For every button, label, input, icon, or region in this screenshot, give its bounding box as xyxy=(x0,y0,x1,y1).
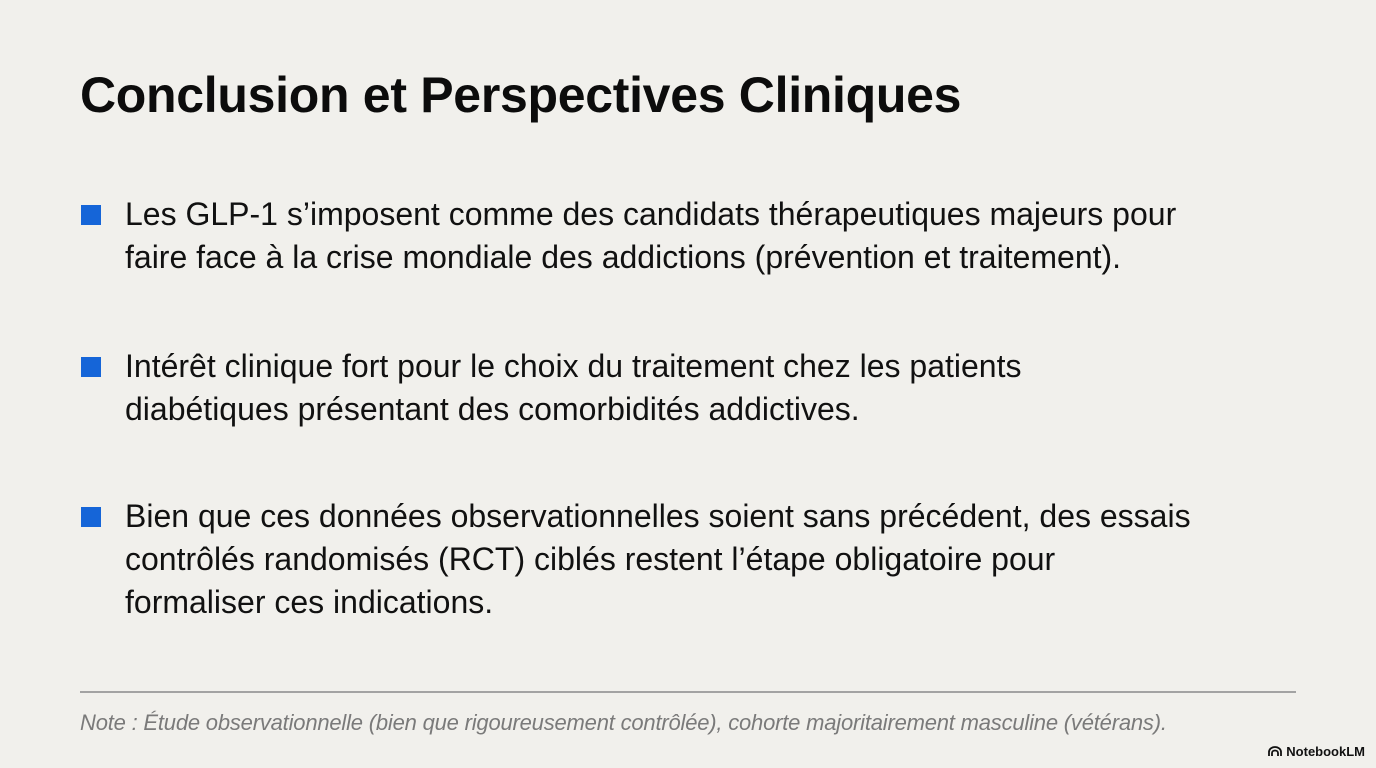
bullet-text-line: formaliser ces indications. xyxy=(125,584,494,620)
square-bullet-icon xyxy=(81,507,101,527)
slide-title: Conclusion et Perspectives Cliniques xyxy=(80,67,962,123)
footnote: Note : Étude observationnelle (bien que … xyxy=(80,710,1167,735)
brand-label: NotebookLM xyxy=(1286,744,1365,759)
bullet-item: Bien que ces données observationnelles s… xyxy=(80,495,1310,624)
bullet-item: Intérêt clinique fort pour le choix du t… xyxy=(80,345,1310,431)
brand-watermark: NotebookLM xyxy=(1268,744,1365,759)
bullet-text-line: faire face à la crise mondiale des addic… xyxy=(125,239,1122,275)
bullet-text-line: Intérêt clinique fort pour le choix du t… xyxy=(125,348,1022,384)
square-bullet-icon xyxy=(81,357,101,377)
bullet-text-line: contrôlés randomisés (RCT) ciblés resten… xyxy=(125,541,1056,577)
bullet-text-line: Les GLP-1 s’imposent comme des candidats… xyxy=(125,196,1177,232)
bullet-text-line: diabétiques présentant des comorbidités … xyxy=(125,391,860,427)
bullet-list: Les GLP-1 s’imposent comme des candidats… xyxy=(80,193,1310,690)
divider xyxy=(80,691,1296,693)
bullet-item: Les GLP-1 s’imposent comme des candidats… xyxy=(80,193,1310,279)
square-bullet-icon xyxy=(81,205,101,225)
bullet-text-line: Bien que ces données observationnelles s… xyxy=(125,498,1191,534)
notebooklm-logo-icon xyxy=(1268,746,1283,756)
